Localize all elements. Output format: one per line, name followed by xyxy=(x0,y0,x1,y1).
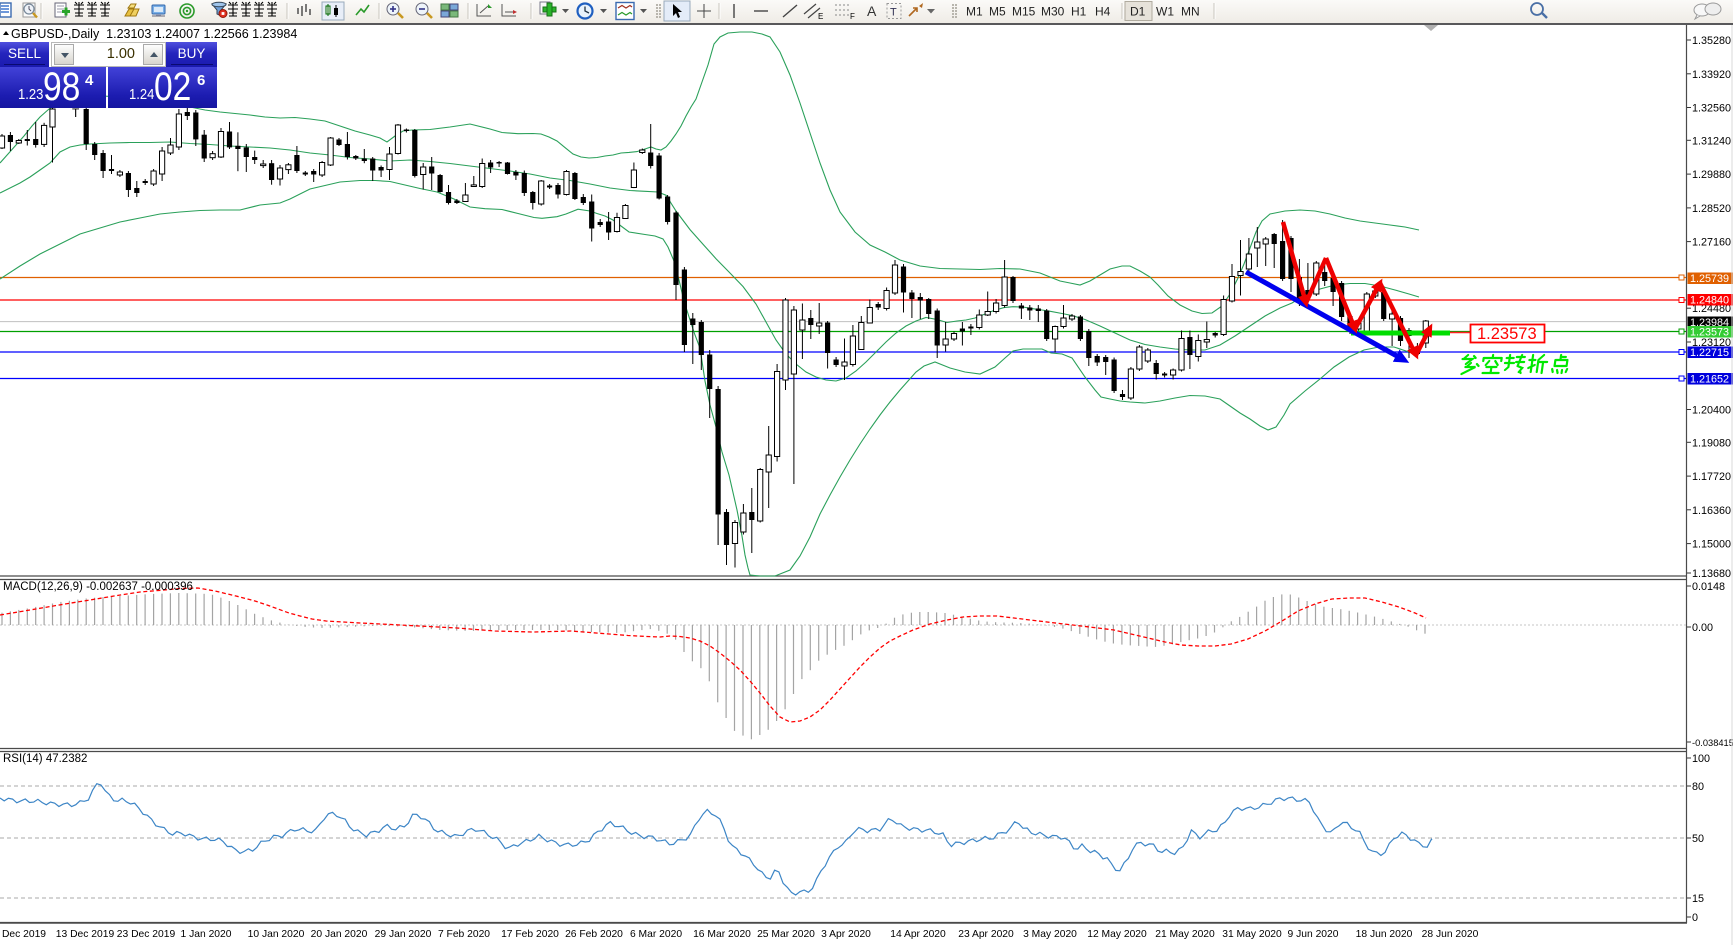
svg-text:1.21652: 1.21652 xyxy=(1690,374,1729,386)
svg-text:23 Apr 2020: 23 Apr 2020 xyxy=(958,929,1014,940)
svg-text:3 Apr 2020: 3 Apr 2020 xyxy=(821,929,871,940)
svg-text:1.23573: 1.23573 xyxy=(1477,325,1537,343)
svg-text:H1: H1 xyxy=(1071,5,1087,19)
svg-text:1.19080: 1.19080 xyxy=(1692,437,1731,449)
svg-text:1.25739: 1.25739 xyxy=(1690,273,1729,285)
svg-text:T: T xyxy=(890,7,897,19)
svg-text:1.23573: 1.23573 xyxy=(1690,327,1729,339)
svg-text:7 Feb 2020: 7 Feb 2020 xyxy=(438,929,490,940)
svg-text:1.33920: 1.33920 xyxy=(1692,69,1731,81)
svg-text:A: A xyxy=(867,3,877,19)
svg-text:1.31240: 1.31240 xyxy=(1692,135,1731,147)
svg-text:0.0148: 0.0148 xyxy=(1692,581,1725,593)
svg-text:1.32560: 1.32560 xyxy=(1692,103,1731,115)
svg-text:1.17720: 1.17720 xyxy=(1692,471,1731,483)
svg-text:6 Mar 2020: 6 Mar 2020 xyxy=(630,929,682,940)
svg-text:14 Apr 2020: 14 Apr 2020 xyxy=(890,929,946,940)
svg-text:F: F xyxy=(850,12,855,21)
svg-text:28 Jun 2020: 28 Jun 2020 xyxy=(1422,929,1479,940)
svg-text:1.16360: 1.16360 xyxy=(1692,505,1731,517)
svg-text:M5: M5 xyxy=(989,5,1006,19)
svg-text:50: 50 xyxy=(1692,833,1704,845)
svg-text:15: 15 xyxy=(1692,893,1704,905)
svg-text:1.22715: 1.22715 xyxy=(1690,347,1729,359)
svg-text:H4: H4 xyxy=(1095,5,1111,19)
svg-text:9 Jun 2020: 9 Jun 2020 xyxy=(1288,929,1339,940)
svg-text:MACD(12,26,9) -0.002637 -0.000: MACD(12,26,9) -0.002637 -0.000396 xyxy=(3,581,193,593)
svg-text:1.24840: 1.24840 xyxy=(1690,295,1729,307)
svg-text:18 Jun 2020: 18 Jun 2020 xyxy=(1356,929,1413,940)
svg-text:3 May 2020: 3 May 2020 xyxy=(1023,929,1077,940)
svg-text:80: 80 xyxy=(1692,781,1704,793)
svg-text:13 Dec 2019: 13 Dec 2019 xyxy=(56,929,115,940)
svg-text:0: 0 xyxy=(1692,912,1698,924)
svg-text:Dec 2019: Dec 2019 xyxy=(2,929,46,940)
svg-text:1.23120: 1.23120 xyxy=(1692,337,1731,349)
svg-text:10 Jan 2020: 10 Jan 2020 xyxy=(248,929,305,940)
svg-text:M30: M30 xyxy=(1041,5,1065,19)
svg-text:17 Feb 2020: 17 Feb 2020 xyxy=(501,929,559,940)
svg-text:T: T xyxy=(72,106,80,120)
svg-text:-0.038415: -0.038415 xyxy=(1692,738,1733,748)
svg-text:26 Feb 2020: 26 Feb 2020 xyxy=(565,929,623,940)
svg-text:1.20400: 1.20400 xyxy=(1692,405,1731,417)
svg-text:31 May 2020: 31 May 2020 xyxy=(1222,929,1282,940)
svg-text:1.28520: 1.28520 xyxy=(1692,203,1731,215)
svg-text:1.35280: 1.35280 xyxy=(1692,35,1731,47)
svg-text:D1: D1 xyxy=(1130,5,1146,19)
svg-text:29 Jan 2020: 29 Jan 2020 xyxy=(375,929,432,940)
svg-text:M15: M15 xyxy=(1012,5,1036,19)
svg-text:16 Mar 2020: 16 Mar 2020 xyxy=(693,929,751,940)
svg-text:23 Dec 2019: 23 Dec 2019 xyxy=(117,929,176,940)
svg-text:1 Jan 2020: 1 Jan 2020 xyxy=(181,929,232,940)
svg-text:25 Mar 2020: 25 Mar 2020 xyxy=(757,929,815,940)
svg-text:M1: M1 xyxy=(966,5,983,19)
svg-text:20 Jan 2020: 20 Jan 2020 xyxy=(311,929,368,940)
svg-text:0.00: 0.00 xyxy=(1692,622,1713,634)
svg-text:12 May 2020: 12 May 2020 xyxy=(1087,929,1147,940)
svg-text:1.29880: 1.29880 xyxy=(1692,169,1731,181)
svg-text:RSI(14) 47.2382: RSI(14) 47.2382 xyxy=(3,753,87,765)
svg-text:1.24480: 1.24480 xyxy=(1692,303,1731,315)
svg-text:E: E xyxy=(818,12,823,21)
svg-text:1.15000: 1.15000 xyxy=(1692,539,1731,551)
svg-text:1.27160: 1.27160 xyxy=(1692,237,1731,249)
svg-text:21 May 2020: 21 May 2020 xyxy=(1155,929,1215,940)
svg-text:W1: W1 xyxy=(1156,5,1174,19)
svg-text:MN: MN xyxy=(1181,5,1200,19)
svg-text:1.13680: 1.13680 xyxy=(1692,568,1731,580)
svg-text:100: 100 xyxy=(1692,753,1710,765)
